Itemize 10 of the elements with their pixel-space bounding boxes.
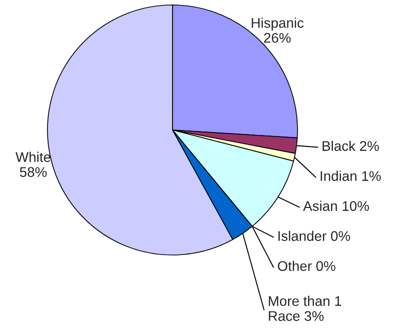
slice-label: More than 1 Race 3% xyxy=(268,296,342,321)
slice-label: White xyxy=(16,152,50,162)
legend-label: Islander 0% xyxy=(278,230,350,241)
slice-label: Asian 10% xyxy=(303,200,369,211)
slice-label: Hispanic xyxy=(252,18,304,31)
slice-label: Black 2% xyxy=(322,140,379,151)
category-label: Other 0% xyxy=(278,260,336,271)
data-label: 58% xyxy=(20,167,47,177)
slice-label: Indian 1% xyxy=(320,170,381,181)
data-label: 26% xyxy=(264,32,291,43)
